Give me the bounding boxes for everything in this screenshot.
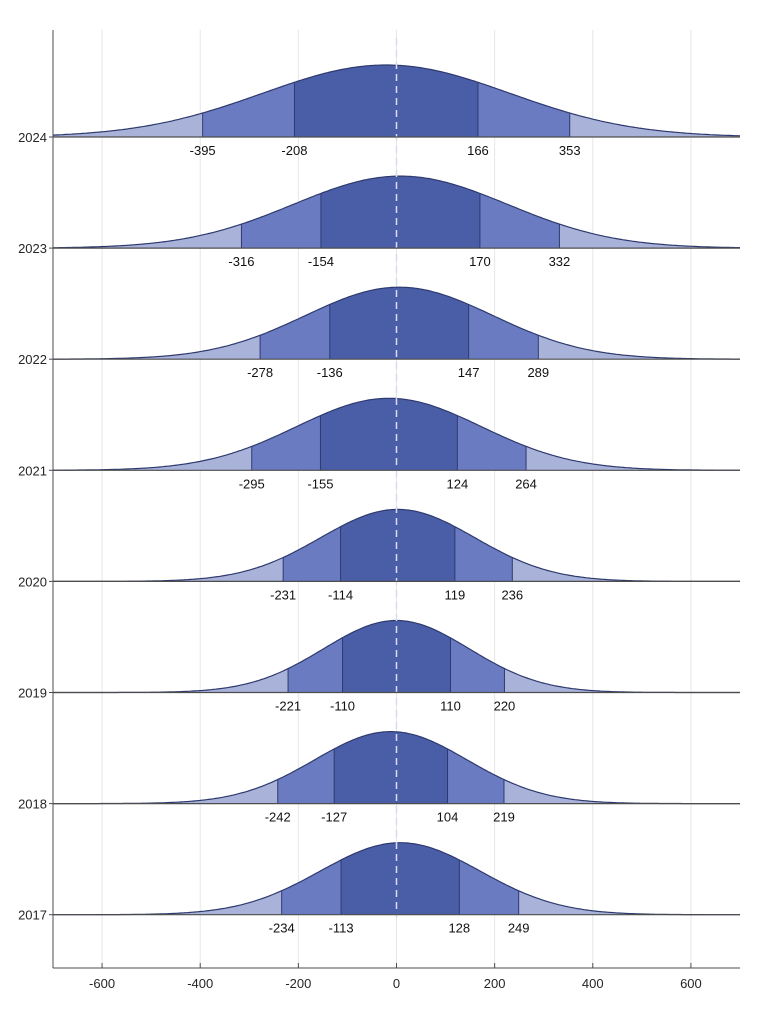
x-tick-label: -400 [187, 976, 213, 991]
x-tick-label: -200 [285, 976, 311, 991]
tail-right-band [538, 335, 740, 360]
y-tick-label: 2024 [18, 130, 47, 145]
tail-left-band [53, 335, 261, 360]
tail-right-band [526, 446, 740, 471]
inner-band [340, 509, 455, 582]
inner-band [320, 398, 458, 471]
quantile-label: -295 [239, 476, 265, 491]
quantile-label: 124 [446, 476, 468, 491]
quantile-label: -113 [329, 921, 354, 936]
inner-band [294, 65, 478, 137]
y-tick-label: 2019 [18, 686, 47, 701]
inner-band [341, 842, 460, 915]
tail-left-band [53, 113, 203, 137]
outer-left-band [251, 415, 321, 471]
tail-left-band [53, 779, 278, 804]
quantile-label: 220 [494, 699, 516, 714]
ridge-2023 [53, 175, 740, 249]
quantile-label: 353 [559, 143, 581, 158]
tail-right-band [559, 224, 740, 249]
outer-left-band [277, 748, 335, 804]
x-tick-label: -600 [89, 976, 115, 991]
inner-band [320, 176, 480, 249]
quantile-label: -136 [317, 365, 343, 380]
outer-right-band [447, 748, 504, 804]
inner-band [334, 731, 448, 804]
tail-left-band [53, 446, 252, 471]
outer-right-band [450, 637, 505, 693]
quantile-label: -208 [281, 143, 307, 158]
quantile-label: -114 [328, 587, 353, 602]
inner-band [329, 287, 469, 360]
tail-right-band [504, 779, 740, 804]
quantile-label: -316 [228, 254, 254, 269]
quantile-label: -154 [308, 254, 334, 269]
quantile-label: -155 [307, 476, 333, 491]
tail-right-band [569, 113, 740, 137]
outer-right-band [468, 304, 539, 360]
quantile-label: 128 [448, 921, 470, 936]
quantile-label: 147 [458, 365, 480, 380]
quantile-label: -110 [330, 699, 355, 714]
outer-left-band [260, 304, 330, 360]
y-tick-label: 2023 [18, 241, 47, 256]
quantile-label: 264 [515, 476, 537, 491]
quantile-label: -127 [321, 810, 347, 825]
ridge-2020 [53, 508, 740, 582]
quantile-label: -395 [190, 143, 216, 158]
quantile-label: 219 [493, 810, 515, 825]
ridge-2022 [53, 286, 740, 360]
quantile-label: 119 [445, 587, 466, 602]
quantile-label: 104 [437, 810, 459, 825]
quantile-label: 332 [549, 254, 571, 269]
outer-right-band [457, 415, 526, 471]
outer-right-band [459, 860, 519, 915]
y-tick-label: 2017 [18, 908, 47, 923]
tail-right-band [518, 890, 740, 915]
y-tick-label: 2021 [18, 463, 47, 478]
tail-left-band [53, 224, 242, 249]
y-tick-label: 2022 [18, 352, 47, 367]
quantile-label: 249 [508, 921, 530, 936]
outer-left-band [288, 637, 343, 693]
quantile-label: -231 [270, 587, 296, 602]
quantile-label: -221 [275, 699, 301, 714]
axes: 2024 2023 2022 2021 2020 2019 2018 2017 -600 -400… [18, 30, 740, 991]
ridge-2017 [53, 842, 740, 916]
outer-left-band [241, 193, 321, 249]
outer-left-band [202, 82, 295, 137]
density-outline [53, 286, 740, 360]
y-tick-label: 2020 [18, 574, 47, 589]
quantile-label: 236 [501, 587, 523, 602]
tail-left-band [53, 668, 289, 693]
quantile-label: -242 [265, 810, 291, 825]
x-tick-label: 600 [680, 976, 702, 991]
outer-right-band [478, 82, 570, 137]
outer-right-band [454, 526, 513, 582]
x-tick-label: 200 [484, 976, 506, 991]
quantile-label: 289 [527, 365, 549, 380]
ridge-2018 [53, 731, 740, 805]
quantile-label: -234 [269, 921, 295, 936]
outer-left-band [281, 860, 341, 915]
quantile-label: 110 [440, 699, 461, 714]
quantile-label: -278 [247, 365, 273, 380]
y-tick-label: 2018 [18, 797, 47, 812]
quantile-labels: -395 -208 166 353 -316 -154 170 332 -278 -136 147 2… [190, 143, 581, 936]
outer-left-band [283, 526, 341, 582]
x-tick-label: 400 [582, 976, 604, 991]
quantile-label: 166 [467, 143, 489, 158]
ridge-2021 [53, 397, 740, 471]
tail-left-band [53, 557, 284, 582]
tail-right-band [512, 557, 740, 582]
outer-right-band [479, 193, 560, 249]
tail-right-band [504, 668, 740, 693]
quantile-label: 170 [469, 254, 491, 269]
x-tick-label: 0 [393, 976, 400, 991]
